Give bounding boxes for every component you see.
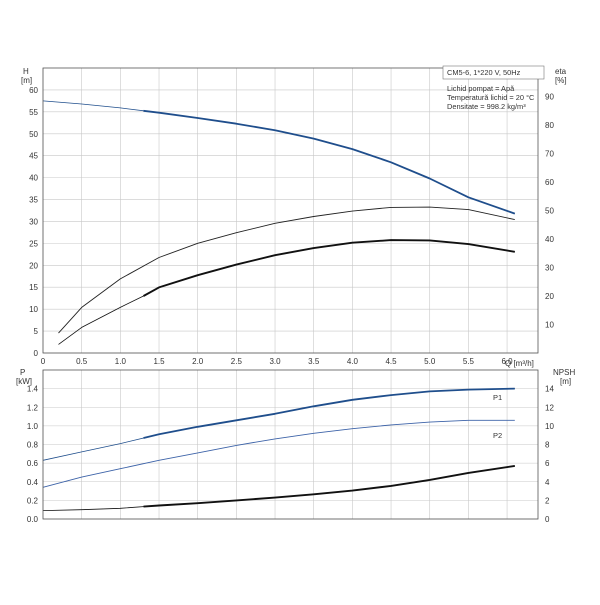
- top-left-axis-name: H: [23, 67, 29, 76]
- x-tick-label: 5.0: [424, 357, 436, 366]
- bottom-left-tick-label: 0.4: [27, 478, 39, 487]
- bottom-right-tick-label: 0: [545, 515, 550, 524]
- top-left-axis-unit: [m]: [21, 76, 32, 85]
- legend-line-1: Lichid pompat = Apă: [447, 84, 515, 93]
- top-series-2-line-extension: [58, 239, 515, 345]
- top-left-tick-label: 20: [29, 261, 38, 270]
- bottom-left-tick-label: 1.0: [27, 422, 39, 431]
- top-plot-series: [42, 100, 516, 345]
- bottom-left-tick-label: 1.2: [27, 403, 39, 412]
- legend-line-2: Temperatură lichid = 20 °C: [447, 93, 535, 102]
- x-tick-label: 1.0: [115, 357, 127, 366]
- bottom-plot-axes: 0.0 0.2 0.4 0.6 0.8 1.0 1.2 1.4 0 2 4 6 8 10 12 14: [27, 369, 554, 524]
- bottom-left-tick-label: 0.8: [27, 441, 39, 450]
- bottom-right-axis-unit: [m]: [560, 377, 571, 386]
- x-tick-label: 3.0: [269, 357, 281, 366]
- x-tick-label: 2.0: [192, 357, 204, 366]
- top-right-axis-name: eta: [555, 67, 567, 76]
- top-right-tick-label: 80: [545, 121, 554, 130]
- bottom-right-tick-label: 10: [545, 422, 554, 431]
- x-tick-label: 0: [41, 357, 46, 366]
- x-tick-label: 3.5: [308, 357, 320, 366]
- top-right-tick-label: 20: [545, 292, 554, 301]
- top-right-tick-label: 70: [545, 150, 554, 159]
- top-right-tick-label: 30: [545, 264, 554, 273]
- x-tick-label: 0.5: [76, 357, 88, 366]
- bottom-left-tick-label: 0.2: [27, 496, 39, 505]
- x-tick-label: 5.5: [463, 357, 475, 366]
- top-left-tick-label: 5: [34, 327, 39, 336]
- bottom-left-tick-label: 0.6: [27, 459, 39, 468]
- x-tick-label: 1.5: [153, 357, 165, 366]
- top-series-1-line: [58, 206, 515, 334]
- top-right-axis-unit: [%]: [555, 76, 567, 85]
- bottom-left-axis-name: P: [20, 368, 25, 377]
- top-left-tick-label: 0: [34, 349, 39, 358]
- top-left-tick-label: 25: [29, 239, 38, 248]
- top-plot-axes: 0 0.5 1.0 1.5 2.0 2.5 3.0 3.5 4.0 4.5 5.0 5.5 6.0 0 5 1…: [29, 67, 554, 366]
- bottom-plot-grid: [42, 370, 538, 520]
- top-series-0-line-extension: [42, 100, 515, 214]
- bottom-right-tick-label: 8: [545, 441, 550, 450]
- bottom-right-tick-label: 12: [545, 403, 554, 412]
- top-left-tick-label: 55: [29, 108, 38, 117]
- top-left-tick-label: 30: [29, 217, 38, 226]
- legend-title-frame: [442, 65, 545, 80]
- bottom-plot-series: [42, 387, 515, 511]
- top-right-tick-label: 90: [545, 93, 554, 102]
- bottom-right-tick-label: 4: [545, 478, 550, 487]
- bottom-series-2-line: [143, 464, 515, 508]
- bottom-right-tick-label: 2: [545, 496, 550, 505]
- bottom-series-p1-line: [143, 387, 515, 439]
- top-left-tick-label: 60: [29, 86, 38, 95]
- top-left-tick-label: 45: [29, 152, 38, 161]
- x-tick-label: 4.0: [347, 357, 359, 366]
- bottom-left-tick-label: 1.4: [27, 385, 39, 394]
- bottom-right-tick-label: 6: [545, 459, 550, 468]
- series-label-p1: P1: [493, 393, 502, 402]
- bottom-plot-frame: [42, 369, 539, 520]
- legend-box: CM5-6, 1*220 V, 50Hz Lichid pompat = Apă…: [442, 65, 545, 111]
- legend-line-3: Densitate = 998.2 kg/m³: [447, 102, 526, 111]
- x-tick-label: 4.5: [385, 357, 397, 366]
- top-right-tick-label: 10: [545, 321, 554, 330]
- top-left-tick-label: 40: [29, 174, 38, 183]
- bottom-left-tick-label: 0.0: [27, 515, 39, 524]
- top-plot-frame: [42, 67, 539, 354]
- x-tick-label: 2.5: [231, 357, 243, 366]
- top-series-0-line: [143, 109, 516, 215]
- top-series-2-line: [143, 239, 515, 297]
- top-left-tick-label: 50: [29, 130, 38, 139]
- bottom-left-axis-unit: [kW]: [16, 377, 32, 386]
- bottom-right-tick-label: 14: [545, 385, 554, 394]
- top-right-tick-label: 50: [545, 207, 554, 216]
- top-right-tick-label: 60: [545, 178, 554, 187]
- legend-title: CM5-6, 1*220 V, 50Hz: [447, 68, 521, 77]
- bottom-right-axis-name: NPSH: [553, 368, 575, 377]
- x-axis-label: Q [m³/h]: [505, 359, 534, 368]
- x-tick-label: 6.0: [502, 357, 514, 366]
- top-left-tick-label: 15: [29, 283, 38, 292]
- top-left-tick-label: 10: [29, 305, 38, 314]
- top-right-tick-label: 40: [545, 235, 554, 244]
- bottom-series-2-line-extension: [42, 465, 515, 511]
- bottom-series-p2-line: [42, 419, 515, 488]
- bottom-series-p1-line-extension: [42, 388, 515, 461]
- top-left-tick-label: 35: [29, 196, 38, 205]
- series-label-p2: P2: [493, 431, 502, 440]
